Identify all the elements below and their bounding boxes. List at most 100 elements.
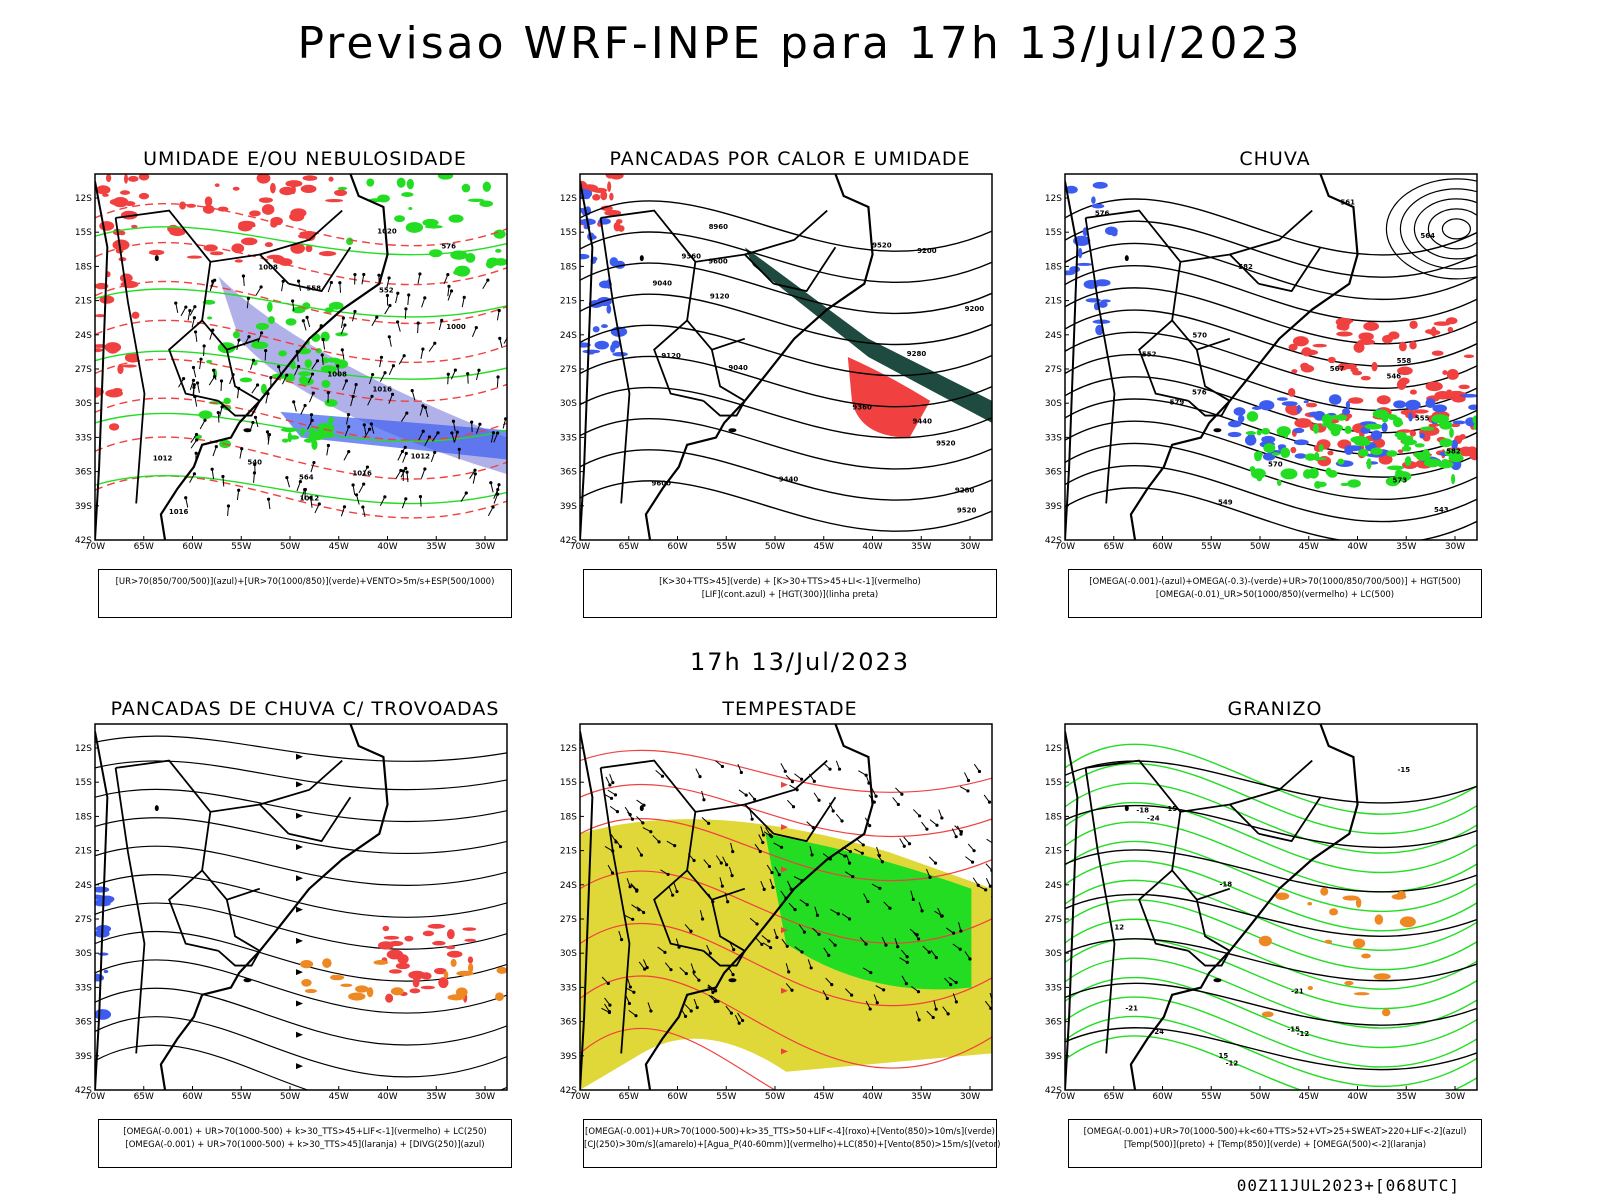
wind-vector	[420, 349, 424, 360]
green-moist-area	[437, 174, 454, 180]
wind-vector-head	[338, 281, 342, 285]
lon-label: 55W	[1201, 1092, 1221, 1102]
wind-vector-head	[336, 364, 340, 368]
wind-vector	[311, 360, 318, 370]
wind-vector	[189, 306, 196, 316]
lon-label: 70W	[1055, 542, 1075, 552]
wind-vector-head	[182, 377, 186, 381]
contour-label: 1012	[300, 494, 320, 502]
wind-vector-head	[193, 305, 197, 309]
wind-vector-head	[353, 309, 357, 314]
streamline	[95, 788, 507, 823]
wind-vector-head	[769, 946, 773, 950]
coastline	[644, 724, 874, 1090]
wind-vector	[421, 297, 426, 308]
green-rain-area	[1353, 436, 1367, 444]
country-border	[259, 759, 343, 806]
red-contour	[138, 174, 150, 181]
wind-vector-head	[212, 368, 216, 372]
green-rain-area	[1245, 431, 1256, 436]
wind-vector-head	[977, 769, 982, 774]
streamline	[95, 959, 507, 1014]
red-rain-area	[1371, 361, 1378, 372]
streamline-arrow	[296, 875, 303, 882]
wind-vector-head	[326, 443, 331, 448]
wind-vector	[398, 355, 405, 365]
green-moist-area	[287, 431, 292, 443]
country-border	[115, 209, 290, 285]
wind-vector	[239, 448, 243, 459]
red-rain-area	[1409, 341, 1417, 350]
red-rain-area	[1376, 395, 1391, 405]
red-contour	[95, 185, 111, 195]
blue-rain-area	[1251, 406, 1262, 410]
contour-label: 9440	[779, 475, 799, 483]
red-contour	[241, 237, 258, 246]
wind-vector	[340, 324, 346, 335]
red-contour	[270, 182, 276, 194]
green-rain-area	[1308, 467, 1319, 479]
red-contour	[318, 250, 337, 257]
lat-label: 21S	[75, 847, 92, 857]
wind-vector-head	[817, 798, 821, 802]
lon-label: 30W	[960, 1092, 980, 1102]
contour-label: 576	[1095, 210, 1110, 218]
main-title: Previsao WRF-INPE para 17h 13/Jul/2023	[297, 18, 1303, 69]
green-rain-area	[1404, 456, 1412, 467]
streamline	[95, 930, 507, 982]
contour-label: 8960	[709, 223, 729, 231]
wind-vector-head	[877, 853, 882, 858]
green-rain-area	[1423, 458, 1441, 468]
wind-vector-head	[697, 978, 701, 982]
map-frame	[1064, 723, 1478, 1091]
wind-vector-head	[711, 990, 715, 995]
red-thunderstorm	[404, 935, 414, 942]
red-thunderstorm	[420, 985, 435, 990]
green-moist-area	[281, 438, 289, 443]
wind-vector-head	[433, 450, 437, 454]
wind-vector-head	[771, 885, 775, 890]
contour-line	[1065, 331, 1477, 389]
lon-label: 35W	[911, 542, 931, 552]
contour-label: 564	[299, 473, 314, 481]
wind-vector	[379, 372, 386, 382]
wind-vector-head	[916, 990, 921, 994]
contour-line	[1065, 220, 1477, 278]
lon-label: 70W	[1055, 1092, 1075, 1102]
lon-label: 45W	[1299, 1092, 1319, 1102]
blue-lif-area	[582, 194, 591, 200]
wind-vector-head	[809, 966, 813, 970]
contour-label: 9600	[708, 257, 728, 265]
wind-vector	[499, 338, 503, 349]
wind-vector-head	[423, 296, 427, 300]
blue-rain-area	[1344, 445, 1363, 452]
wind-vector-head	[385, 293, 390, 298]
green-moist-area	[495, 248, 502, 253]
wind-vector	[447, 290, 452, 301]
wind-vector	[467, 373, 469, 384]
country-border	[686, 811, 746, 901]
green-moist-area	[337, 186, 348, 191]
green-rain-area	[1340, 482, 1349, 487]
wind-vector-head	[211, 279, 215, 283]
red-rain-area	[1353, 342, 1365, 353]
green-rain-area	[1394, 431, 1407, 438]
lat-label: 27S	[1045, 915, 1062, 925]
red-contour	[108, 423, 120, 431]
red-contour	[245, 224, 256, 228]
lon-label: 70W	[570, 1092, 590, 1102]
wind-vector	[363, 424, 367, 435]
red-thunderstorm	[446, 929, 455, 940]
legend-line: [LIF](cont.azul) + [HGT(300)](linha pret…	[701, 590, 879, 600]
green-moist-area	[285, 318, 297, 326]
country-border	[201, 261, 261, 351]
wind-vector-head	[329, 280, 333, 285]
red-rain-area	[1425, 381, 1443, 392]
legend-line: [OMEGA(-0.001) + UR>70(1000-500) + k>30_…	[123, 1127, 487, 1137]
lat-label: 42S	[560, 536, 577, 546]
wind-vector-head	[474, 326, 478, 330]
wind-vector-head	[946, 1012, 950, 1016]
streamline-arrow	[296, 781, 303, 788]
lat-label: 15S	[1045, 228, 1062, 238]
blue-rain-area	[1227, 431, 1242, 438]
